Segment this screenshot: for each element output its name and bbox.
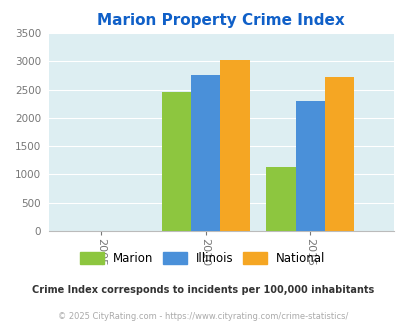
Bar — [161, 92, 190, 231]
Bar — [324, 77, 353, 231]
Text: Crime Index corresponds to incidents per 100,000 inhabitants: Crime Index corresponds to incidents per… — [32, 285, 373, 295]
Text: © 2025 CityRating.com - https://www.cityrating.com/crime-statistics/: © 2025 CityRating.com - https://www.city… — [58, 312, 347, 321]
Legend: Marion, Illinois, National: Marion, Illinois, National — [75, 247, 330, 269]
Bar — [266, 167, 295, 231]
Bar — [295, 101, 324, 231]
Bar — [190, 75, 220, 231]
Title: Marion Property Crime Index: Marion Property Crime Index — [97, 13, 344, 28]
Bar — [220, 60, 249, 231]
